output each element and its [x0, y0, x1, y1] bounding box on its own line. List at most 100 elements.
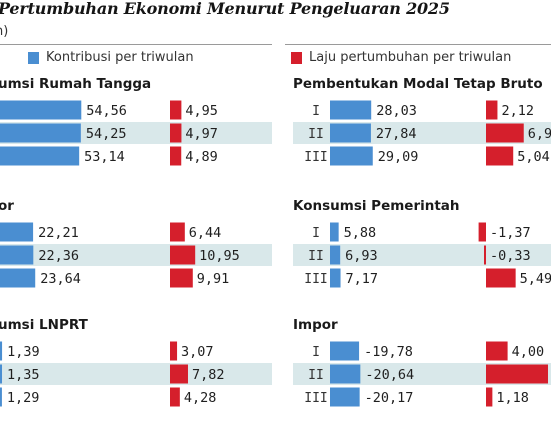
contribution-value-label: 28,03	[376, 103, 417, 119]
growth-bar	[170, 341, 178, 361]
contribution-value-label: 54,25	[86, 126, 127, 142]
contribution-value-label: 23,64	[40, 271, 81, 287]
growth-value-label: 4,95	[185, 103, 218, 119]
legend-label-growth: Laju pertumbuhan per triwulan	[309, 50, 512, 65]
category-label: I	[312, 226, 320, 241]
category-label: I	[312, 345, 320, 360]
legend-swatch-growth	[291, 51, 302, 64]
growth-value-label: 4,89	[185, 149, 218, 165]
contribution-value-label: 1,29	[7, 390, 40, 406]
contribution-value-label: 54,56	[86, 103, 127, 119]
growth-value-label: 6,99	[528, 126, 551, 142]
contribution-bar	[330, 341, 360, 361]
contribution-value-label: 22,36	[38, 248, 79, 264]
category-label: II	[308, 127, 324, 142]
contribution-bar	[330, 364, 361, 384]
legend-swatch-contribution	[28, 51, 39, 64]
row-band	[0, 244, 272, 266]
contribution-bar	[0, 364, 3, 384]
contribution-bar	[0, 222, 34, 242]
category-label: III	[304, 391, 327, 406]
panel-title: Pembentukan Modal Tetap Bruto	[293, 76, 543, 92]
row-band	[293, 244, 551, 266]
category-label: III	[304, 150, 327, 165]
growth-value-label: 2,12	[501, 103, 534, 119]
growth-bar	[486, 341, 508, 361]
growth-value-label: 9,91	[197, 271, 230, 287]
growth-bar	[170, 123, 182, 143]
growth-bar	[486, 364, 548, 384]
contribution-value-label: 29,09	[378, 149, 419, 165]
growth-bar	[478, 222, 486, 242]
panel-title: umsi Rumah Tangga	[0, 76, 151, 92]
contribution-value-label: 5,88	[344, 225, 377, 241]
growth-bar	[486, 387, 493, 407]
contribution-bar	[330, 222, 339, 242]
contribution-value-label: 7,17	[346, 271, 379, 287]
growth-bar	[170, 146, 182, 166]
contribution-bar	[0, 123, 81, 143]
legend-contribution: Kontribusi per triwulan	[28, 50, 194, 65]
growth-value-label: 7,82	[192, 367, 225, 383]
category-label: III	[304, 272, 327, 287]
contribution-bar	[0, 268, 36, 288]
contribution-bar	[0, 341, 3, 361]
contribution-value-label: 6,93	[345, 248, 378, 264]
panel-title: Impor	[293, 317, 338, 333]
contribution-bar	[330, 123, 371, 143]
growth-bar	[170, 222, 185, 242]
panel-title: Konsumsi Pemerintah	[293, 198, 460, 214]
chart-subtitle: n)	[0, 24, 9, 39]
contribution-value-label: 1,39	[7, 344, 40, 360]
growth-value-label: -0,33	[490, 248, 531, 264]
category-label: I	[312, 104, 320, 119]
row-band	[0, 363, 272, 385]
contribution-bar	[330, 268, 341, 288]
growth-bar	[170, 245, 196, 265]
contribution-bar	[330, 146, 373, 166]
contribution-value-label: -20,64	[365, 367, 414, 383]
contribution-value-label: 53,14	[84, 149, 125, 165]
legend-growth: Laju pertumbuhan per triwulan	[291, 50, 511, 65]
growth-bar	[170, 268, 193, 288]
contribution-bar	[0, 100, 82, 120]
contribution-value-label: -19,78	[364, 344, 413, 360]
growth-value-label: 4,00	[512, 344, 545, 360]
growth-bar	[486, 146, 514, 166]
chart-title: Pertumbuhan Ekonomi Menurut Pengeluaran …	[0, 0, 450, 18]
growth-value-label: 10,95	[199, 248, 240, 264]
growth-bar	[486, 100, 498, 120]
growth-value-label: 4,28	[184, 390, 217, 406]
contribution-value-label: 1,35	[7, 367, 40, 383]
category-label: II	[308, 368, 324, 383]
growth-bar	[486, 123, 524, 143]
contribution-value-label: 27,84	[376, 126, 417, 142]
growth-value-label: 6,44	[189, 225, 222, 241]
panel-title: umsi LNPRT	[0, 317, 89, 333]
growth-bar	[170, 387, 180, 407]
contribution-bar	[0, 245, 34, 265]
growth-value-label: 4,97	[185, 126, 218, 142]
contribution-bar	[0, 146, 80, 166]
growth-bar	[170, 364, 188, 384]
growth-value-label: 5,04	[517, 149, 550, 165]
growth-value-label: -1,37	[490, 225, 531, 241]
growth-value-label: 3,07	[181, 344, 214, 360]
legend-label-contribution: Kontribusi per triwulan	[46, 50, 194, 65]
contribution-value-label: 22,21	[38, 225, 79, 241]
contribution-value-label: -20,17	[365, 390, 414, 406]
growth-value-label: 1,18	[496, 390, 529, 406]
header-divider-left	[0, 44, 272, 45]
growth-bar	[484, 245, 486, 265]
header-divider-right	[285, 44, 551, 45]
contribution-bar	[330, 245, 341, 265]
growth-bar	[486, 268, 516, 288]
contribution-bar	[330, 387, 360, 407]
category-label: II	[308, 249, 324, 264]
growth-bar	[170, 100, 182, 120]
panel-title: or	[0, 198, 14, 214]
contribution-bar	[330, 100, 372, 120]
contribution-bar	[0, 387, 2, 407]
growth-value-label: 5,49	[520, 271, 551, 287]
